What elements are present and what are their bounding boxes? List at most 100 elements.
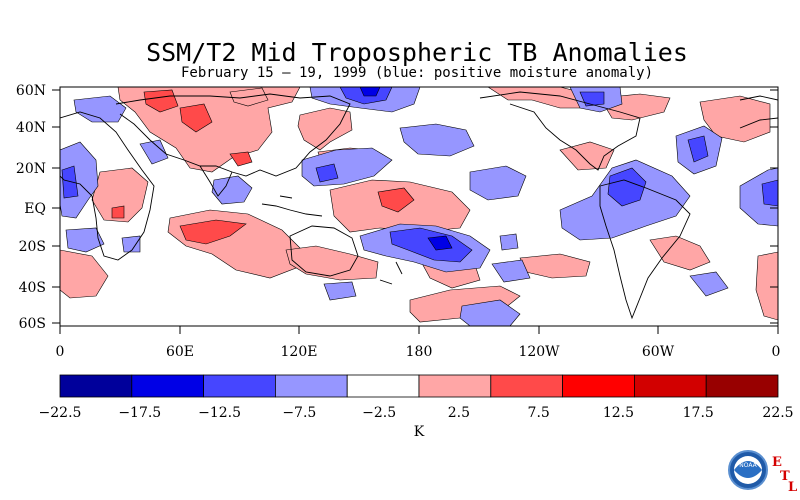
anomaly-region-strong-pos-1 [143,89,179,113]
anomaly-region-pos-6 [699,95,771,143]
anomaly-region-pos-9 [60,249,109,299]
anomaly-region-pos-2 [297,107,353,151]
colorbar-unit: K [414,424,425,440]
lon-label-60w: 60W [642,344,675,360]
anomaly-region-neg-3 [73,95,127,123]
anomaly-region-pos-18 [559,141,615,171]
anomaly-region-strong-neg-6 [315,163,339,183]
coastline-asia [115,93,351,177]
colorbar-tick-label: 17.5 [683,405,714,421]
coastlines [60,91,778,320]
lon-label-60e: 60E [166,344,194,360]
logo-letter-l: L [788,480,797,495]
logo-letter-t: T [780,469,790,484]
anomaly-region-strong-pos-6 [111,205,125,219]
anomaly-region-strong-pos-5 [229,151,253,167]
anomaly-region-neg-4 [60,141,99,219]
anomaly-region-pos-16 [91,167,149,223]
anomaly-region-strong-neg-8 [761,179,778,207]
colorbar-tick-label: 12.5 [603,405,634,421]
anomaly-region-strong-pos-3 [179,219,247,245]
anomaly-region-neg-7 [399,123,475,157]
lat-label-20s: 20S [19,239,46,255]
colorbar-tick-label: −7.5 [282,405,316,421]
lat-label-60n: 60N [16,83,46,99]
anomaly-region-neg-15 [499,233,519,251]
anomaly-region-neg-16 [491,259,531,283]
colorbar-tick-label: 7.5 [528,405,550,421]
lon-labels: 0 60E 120E 180 120W 60W 0 [56,344,781,360]
coastline-new-zealand [379,261,403,285]
colorbar [59,374,779,398]
logo-letter-e: E [772,455,782,470]
lon-label-120e: 120E [281,344,318,360]
strong-negative-anomaly-regions [61,87,778,263]
lat-labels: 60N 40N 20N EQ 20S 40S 60S [16,83,46,332]
page-title: SSM/T2 Mid Tropospheric TB Anomalies [146,38,688,67]
colorbar-tick-label: 2.5 [448,405,470,421]
coastline-australia [289,225,359,277]
coastline-indonesia [261,195,323,217]
lat-ticks [52,89,778,324]
lon-label-0-right: 0 [772,344,781,360]
very-strong-negative-anomaly-regions [359,87,453,251]
anomaly-region-strong-neg-4 [687,135,709,163]
colorbar-labels: −22.5 −17.5 −12.5 −7.5 −2.5 2.5 7.5 12.5 17.5 22.… [39,405,794,421]
anomaly-region-strong-neg-2 [389,227,473,263]
anomaly-region-neg-20 [139,139,169,165]
colorbar-swatch [131,374,205,398]
colorbar-swatch [490,374,563,398]
lon-label-0-left: 0 [56,344,65,360]
anomaly-region-strong-neg-7 [61,165,79,199]
lat-label-eq: EQ [24,201,46,217]
anomaly-region-neg-8 [469,165,527,201]
lon-label-180: 180 [406,344,433,360]
anomaly-region-neg-17 [459,299,521,326]
colorbar-swatch [705,374,779,398]
lat-label-60s: 60S [19,316,46,332]
anomaly-field [60,87,778,326]
coastline-india [199,165,233,197]
lat-label-20n: 20N [16,161,46,177]
lon-label-120w: 120W [518,344,560,360]
lat-label-40n: 40N [16,120,46,136]
coastline-africa [60,111,155,261]
colorbar-tick-label: −12.5 [198,405,241,421]
anomaly-region-neg-19 [689,271,729,297]
colorbar-swatch [634,374,707,398]
anomaly-region-strong-pos-4 [377,187,415,213]
colorbar-swatch [418,374,492,398]
anomaly-region-neg-18 [323,281,357,301]
colorbar-tick-label: −17.5 [118,405,161,421]
noaa-logo: NOAA [728,450,768,490]
anomaly-region-pos-10 [285,245,379,281]
lon-ticks [59,326,779,334]
colorbar-swatch [274,374,348,398]
colorbar-tick-label: 22.5 [762,405,793,421]
coastline-north-america [479,91,641,171]
anomaly-region-strong-neg-3 [607,167,647,207]
colorbar-tick-label: −22.5 [39,405,82,421]
anomaly-region-very-strong-neg-2 [359,87,381,97]
colorbar-swatch [562,374,635,398]
anomaly-region-neg-5 [211,175,253,205]
colorbar-swatch [59,374,133,398]
anomaly-region-neg-14 [121,235,141,253]
anomaly-region-pos-4 [487,87,589,109]
colorbar-swatch [203,374,276,398]
anomaly-region-pos-15 [755,251,778,321]
lat-label-40s: 40S [19,280,46,296]
coastline-south-america [599,179,691,320]
coastline-europe [739,95,778,129]
noaa-logo-text: NOAA [739,462,757,469]
noaa-logo-bird [734,461,762,478]
anomaly-region-neg-13 [65,227,105,253]
page-subtitle: February 15 – 19, 1999 (blue: positive m… [180,65,653,81]
colorbar-tick-label: −2.5 [362,405,396,421]
strong-positive-anomaly-regions [111,89,415,245]
anomaly-region-strong-pos-2 [179,103,213,133]
anomaly-region-pos-14 [649,235,711,271]
colorbar-swatch [346,374,420,398]
anomaly-region-very-strong-neg-1 [427,235,453,251]
